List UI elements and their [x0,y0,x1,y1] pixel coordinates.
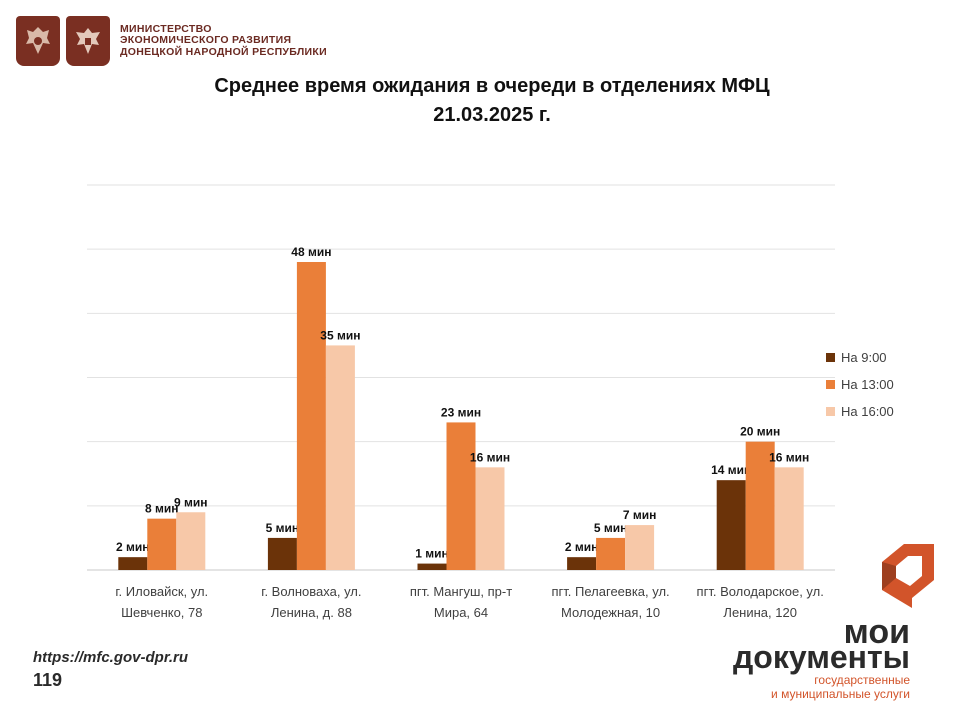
bar [147,518,177,570]
bar [475,467,505,570]
page-number: 119 [33,670,63,690]
category-label: Шевченко, 78 [121,605,202,620]
category-label: г. Иловайск, ул. [115,584,208,599]
data-label: 8 мин [145,502,179,516]
legend-swatch [826,353,835,362]
data-label: 16 мин [470,450,510,464]
legend-label: На 16:00 [841,404,894,419]
site-url[interactable]: https://mfc.gov-dpr.ru [33,649,188,666]
data-label: 1 мин [415,547,449,561]
bar [118,557,148,570]
chart-title-line: Среднее время ожидания в очереди в отдел… [214,75,770,97]
legend-swatch [826,380,835,389]
legend-label: На 9:00 [841,350,887,365]
data-label: 16 мин [769,450,809,464]
ministry-line: ДОНЕЦКОЙ НАРОДНОЙ РЕСПУБЛИКИ [120,45,327,58]
data-label: 48 мин [291,245,331,259]
brand-tagline-line: и муниципальные услуги [771,687,910,701]
brand-line-moi: мои [843,613,910,651]
data-label: 23 мин [441,405,481,419]
category-label: пгт. Пелагеевка, ул. [552,584,670,599]
category-label: г. Волноваха, ул. [261,584,361,599]
bar [745,441,775,570]
bar [446,422,476,570]
data-label: 2 мин [565,540,599,554]
brand-tagline: государственные и муниципальные услуги [771,673,910,701]
ministry-line: МИНИСТЕРСТВО [120,22,212,35]
category-label: Ленина, д. 88 [271,605,352,620]
ministry-name: МИНИСТЕРСТВО ЭКОНОМИЧЕСКОГО РАЗВИТИЯ ДОН… [120,22,327,59]
chart-title-date: 21.03.2025 г. [433,104,551,126]
moi-dokumenty-mark-icon [882,544,934,608]
moi-dokumenty-logo: мои документы государственные и муниципа… [700,540,940,710]
brand-line-dokumenty: документы [732,639,910,675]
bar [774,467,804,570]
bar [567,557,597,570]
bar [596,537,626,570]
bar [417,563,447,570]
coat-of-arms-dpr-icon [66,16,110,66]
coat-of-arms-russia-icon [16,16,60,66]
bar [625,525,655,570]
category-label: пгт. Мангуш, пр-т [410,584,512,599]
bar [176,512,206,570]
data-label: 5 мин [266,521,300,535]
legend-swatch [826,407,835,416]
data-label: 35 мин [320,328,360,342]
category-label: пгт. Володарское, ул. [697,584,824,599]
brand-tagline-line: государственные [814,673,910,687]
data-label: 5 мин [594,521,628,535]
data-label: 7 мин [623,508,657,522]
category-label: Молодежная, 10 [561,605,660,620]
data-label: 2 мин [116,540,150,554]
category-label: Ленина, 120 [723,605,797,620]
ministry-line: ЭКОНОМИЧЕСКОГО РАЗВИТИЯ [120,34,292,47]
data-label: 9 мин [174,495,208,509]
chart-title: Среднее время ожидания в очереди в отдел… [0,72,960,130]
bar-chart: 2 мин 5 мин 1 мин 2 мин 14 мин 8 мин 48 мин 23 … [87,184,894,620]
bar [716,480,746,570]
bar [296,262,326,570]
category-label: Мира, 64 [434,605,488,620]
legend-label: На 13:00 [841,377,894,392]
data-label: 20 мин [740,425,780,439]
data-label: 14 мин [711,463,751,477]
bar [267,537,297,570]
bar [325,345,355,570]
ministry-header: МИНИСТЕРСТВО ЭКОНОМИЧЕСКОГО РАЗВИТИЯ ДОН… [16,16,327,66]
